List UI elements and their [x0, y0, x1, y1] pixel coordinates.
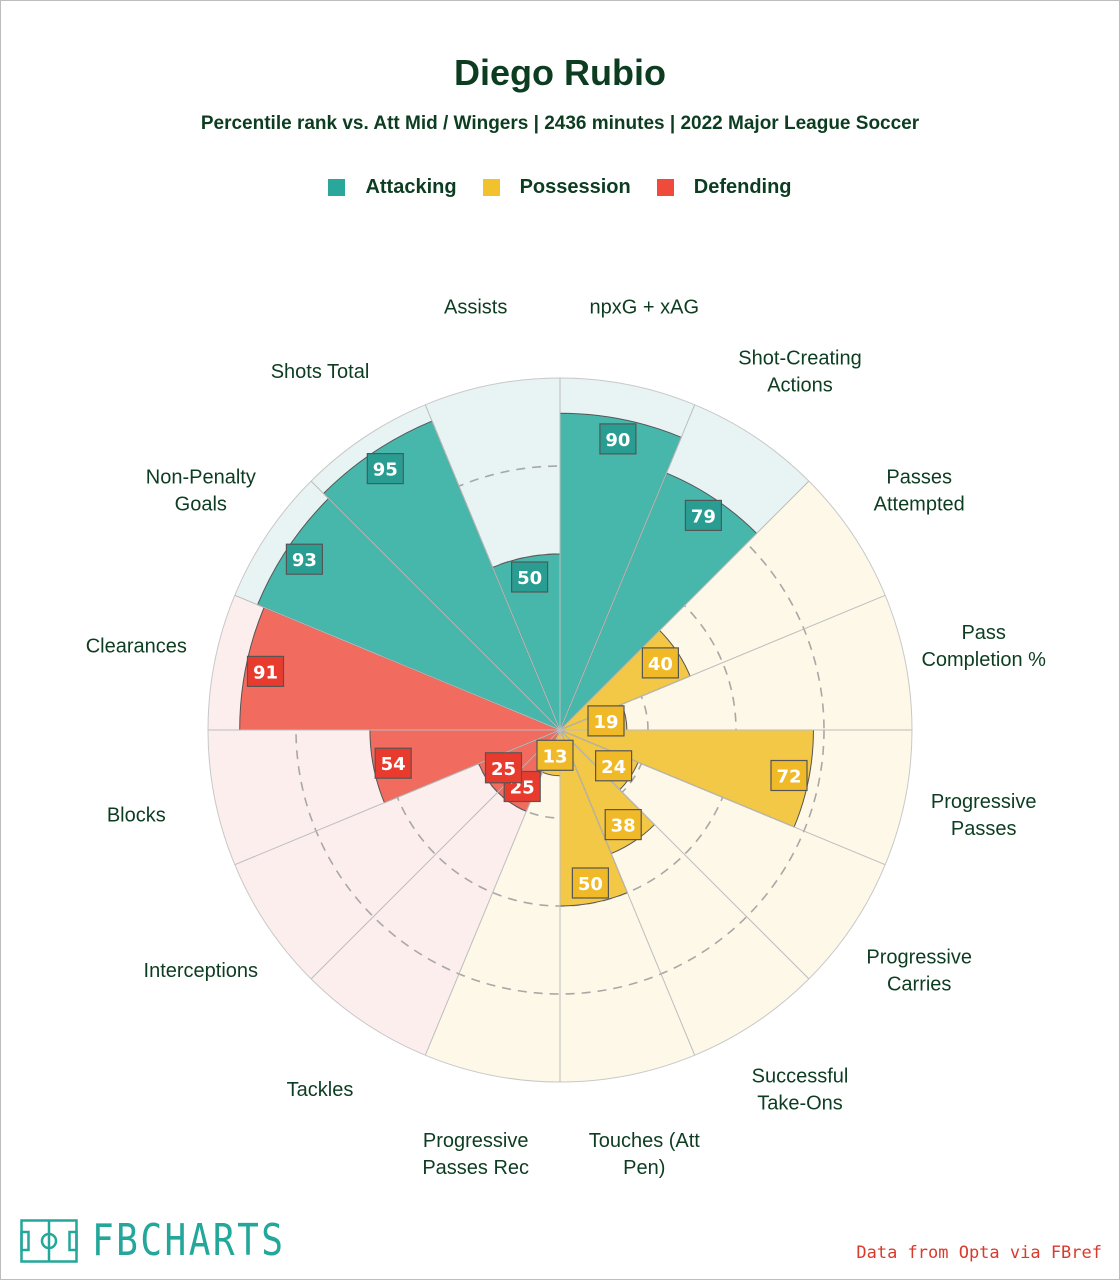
data-credit: Data from Opta via FBref: [856, 1243, 1102, 1263]
value-label-successful-take-ons: 38: [611, 816, 636, 837]
value-box-interceptions: [484, 752, 523, 784]
pitch-icon: [20, 1218, 78, 1263]
legend-label-possession: Possession: [519, 176, 631, 198]
value-box-npxg-xag: [599, 423, 637, 455]
value-box-progressive-passes: [770, 759, 808, 792]
category-label-passes-attempted-line2: Attempted: [874, 494, 965, 516]
category-label-progressive-passes-rec-line2: Passes Rec: [422, 1157, 529, 1179]
value-label-progressive-carries: 24: [601, 757, 626, 778]
bg-wedge-tackles: [311, 730, 560, 1056]
legend-label-attacking: Attacking: [365, 176, 457, 198]
divider-non-penalty-goals: [234, 594, 561, 731]
category-label-pass-completion-line2: Completion %: [921, 649, 1046, 671]
category-label-successful-take-ons-line1: Successful: [752, 1066, 849, 1088]
bg-wedge-interceptions: [234, 730, 561, 979]
category-label-touches-att-pen-line1: Touches (Att: [589, 1130, 701, 1152]
legend-swatch-attacking: [328, 179, 346, 196]
value-label-touches-att-pen: 50: [578, 874, 603, 895]
legend-swatch-defending: [656, 179, 674, 196]
bg-wedge-pass-completion: [560, 595, 912, 730]
legend: Attacking Possession Defending: [0, 176, 1120, 199]
category-label-passes-attempted-line1: Passes: [886, 467, 952, 489]
value-label-passes-attempted: 40: [648, 654, 673, 675]
category-label-progressive-carries-line1: Progressive: [866, 947, 972, 969]
category-label-progressive-passes-line2: Passes: [951, 818, 1017, 840]
value-label-shots-total: 95: [373, 460, 398, 481]
legend-swatch-possession: [482, 179, 500, 196]
value-box-assists: [511, 561, 549, 593]
value-box-shots-total: [366, 453, 404, 485]
value-box-successful-take-ons: [604, 808, 642, 841]
value-label-assists: 50: [517, 568, 542, 589]
wedge-dividers: [208, 378, 912, 1082]
value-label-pass-completion: 19: [593, 712, 618, 733]
value-box-touches-att-pen: [571, 867, 610, 899]
value-box-shot-creating-actions: [684, 499, 723, 531]
divider-shots-total: [310, 480, 561, 731]
bg-wedge-progressive-passes-rec: [425, 730, 560, 1082]
category-label-non-penalty-goals-line2: Goals: [175, 494, 227, 516]
category-label-shot-creating-actions-line2: Actions: [767, 374, 833, 396]
chart-title: Diego Rubio: [454, 52, 666, 93]
category-label-non-penalty-goals-line1: Non-Penalty: [146, 467, 256, 489]
value-label-blocks: 54: [381, 754, 406, 775]
value-box-tackles: [503, 770, 541, 803]
divider-passes-attempted: [559, 480, 810, 731]
fbcharts-logo: FBCHARTS: [20, 1215, 328, 1266]
bar-clearances: [239, 606, 561, 731]
value-label-interceptions: 25: [491, 759, 516, 780]
category-label-progressive-passes-rec-line1: Progressive: [423, 1130, 529, 1152]
value-label-progressive-passes: 72: [776, 767, 801, 788]
category-label-progressive-passes-line1: Progressive: [931, 791, 1037, 813]
category-label-blocks: Blocks: [107, 804, 166, 826]
value-box-pass-completion: [587, 705, 625, 737]
value-box-passes-attempted: [641, 647, 680, 679]
chart-subtitle: Percentile rank vs. Att Mid / Wingers | …: [200, 113, 920, 134]
value-label-non-penalty-goals: 93: [292, 550, 317, 571]
bg-wedge-progressive-carries: [560, 730, 886, 979]
value-box-progressive-carries: [594, 750, 633, 782]
category-label-shots-total: Shots Total: [271, 361, 370, 383]
category-label-shot-creating-actions-line1: Shot-Creating: [738, 347, 861, 369]
category-label-progressive-carries-line2: Carries: [887, 974, 951, 996]
bar-npxg-xag: [559, 412, 682, 731]
legend-item-attacking: Attacking: [328, 176, 457, 199]
category-label-assists: Assists: [444, 296, 507, 318]
category-label-tackles: Tackles: [287, 1079, 354, 1101]
legend-item-possession: Possession: [482, 176, 631, 199]
logo-wordmark: FBCHARTS: [92, 1215, 286, 1266]
value-label-progressive-passes-rec: 13: [542, 746, 567, 767]
divider-assists: [424, 404, 561, 731]
category-label-pass-completion-line1: Pass: [961, 622, 1005, 644]
bar-shots-total: [322, 420, 561, 731]
divider-touches-att-pen: [559, 729, 696, 1056]
category-labels: npxG + xAG Shot-Creating Actions Passes Atte…: [86, 296, 1046, 1179]
category-label-successful-take-ons-line2: Take-Ons: [757, 1093, 843, 1115]
divider-shot-creating-actions: [559, 404, 696, 731]
category-label-clearances: Clearances: [86, 636, 187, 658]
value-box-non-penalty-goals: [285, 543, 323, 575]
category-label-interceptions: Interceptions: [144, 960, 259, 982]
value-box-blocks: [374, 747, 412, 779]
category-label-touches-att-pen-line2: Pen): [623, 1157, 665, 1179]
category-label-npxg-xag: npxG + xAG: [590, 296, 700, 318]
legend-item-defending: Defending: [656, 176, 792, 199]
value-box-progressive-passes-rec: [536, 739, 574, 771]
value-label-shot-creating-actions: 79: [691, 506, 716, 527]
value-box-clearances: [246, 655, 285, 688]
legend-label-defending: Defending: [693, 176, 792, 198]
value-label-clearances: 91: [253, 662, 278, 683]
value-label-npxg-xag: 90: [605, 430, 630, 451]
